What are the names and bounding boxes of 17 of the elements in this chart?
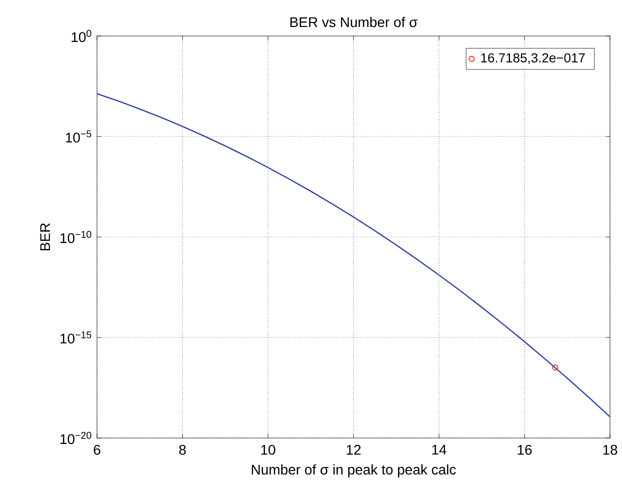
x-tick-label: 6: [94, 444, 100, 455]
y-tick-label: 10$^{0}$: [72, 30, 92, 42]
x-tick-label: 18: [603, 444, 618, 455]
x-tick-label: 8: [179, 444, 186, 455]
y-axis-title: BER: [40, 223, 50, 250]
x-tick-label: 12: [346, 444, 361, 455]
x-tick-label: 16: [518, 444, 532, 455]
y-tick-label: 10$^{−20}$: [60, 432, 92, 444]
x-axis-title: Number of σ in peak to peak calc: [252, 464, 456, 478]
x-tick-label: 14: [432, 444, 446, 454]
chart-title: BER vs Number of σ: [290, 16, 418, 28]
y-tick-label: 10$^{−15}$: [60, 331, 92, 344]
y-tick-label: 10$^{−5}$: [66, 130, 92, 143]
legend-label: 16.7185,3.2e−017: [481, 53, 585, 64]
y-tick-label: 10$^{−10}$: [60, 230, 92, 244]
x-tick-label: 10: [261, 444, 276, 455]
line-series: [97, 93, 610, 418]
